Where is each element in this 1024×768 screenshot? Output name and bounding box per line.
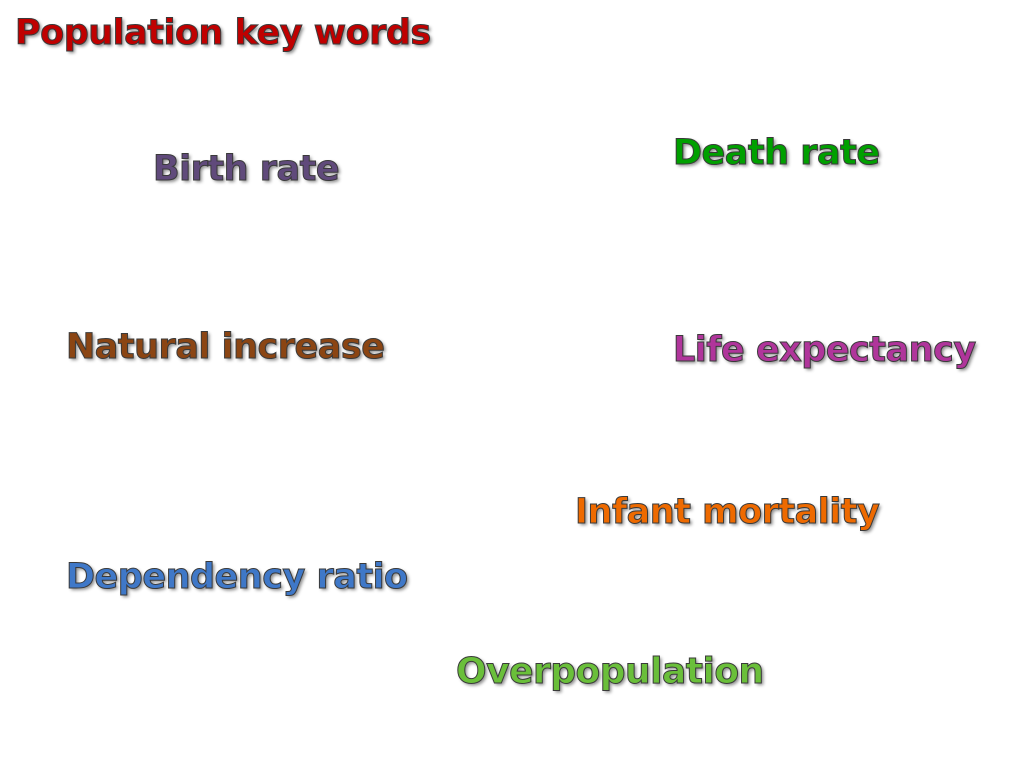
keyword-overpopulation: Overpopulation	[456, 651, 765, 692]
keyword-death-rate: Death rate	[673, 133, 881, 173]
keyword-life-expectancy: Life expectancy	[673, 330, 977, 370]
slide-title: Population key words	[15, 13, 432, 53]
keyword-infant-mortality: Infant mortality	[574, 492, 880, 532]
keyword-natural-increase: Natural increase	[65, 327, 385, 367]
keyword-birth-rate: Birth rate	[152, 149, 340, 189]
keyword-dependency-ratio: Dependency ratio	[66, 557, 409, 597]
